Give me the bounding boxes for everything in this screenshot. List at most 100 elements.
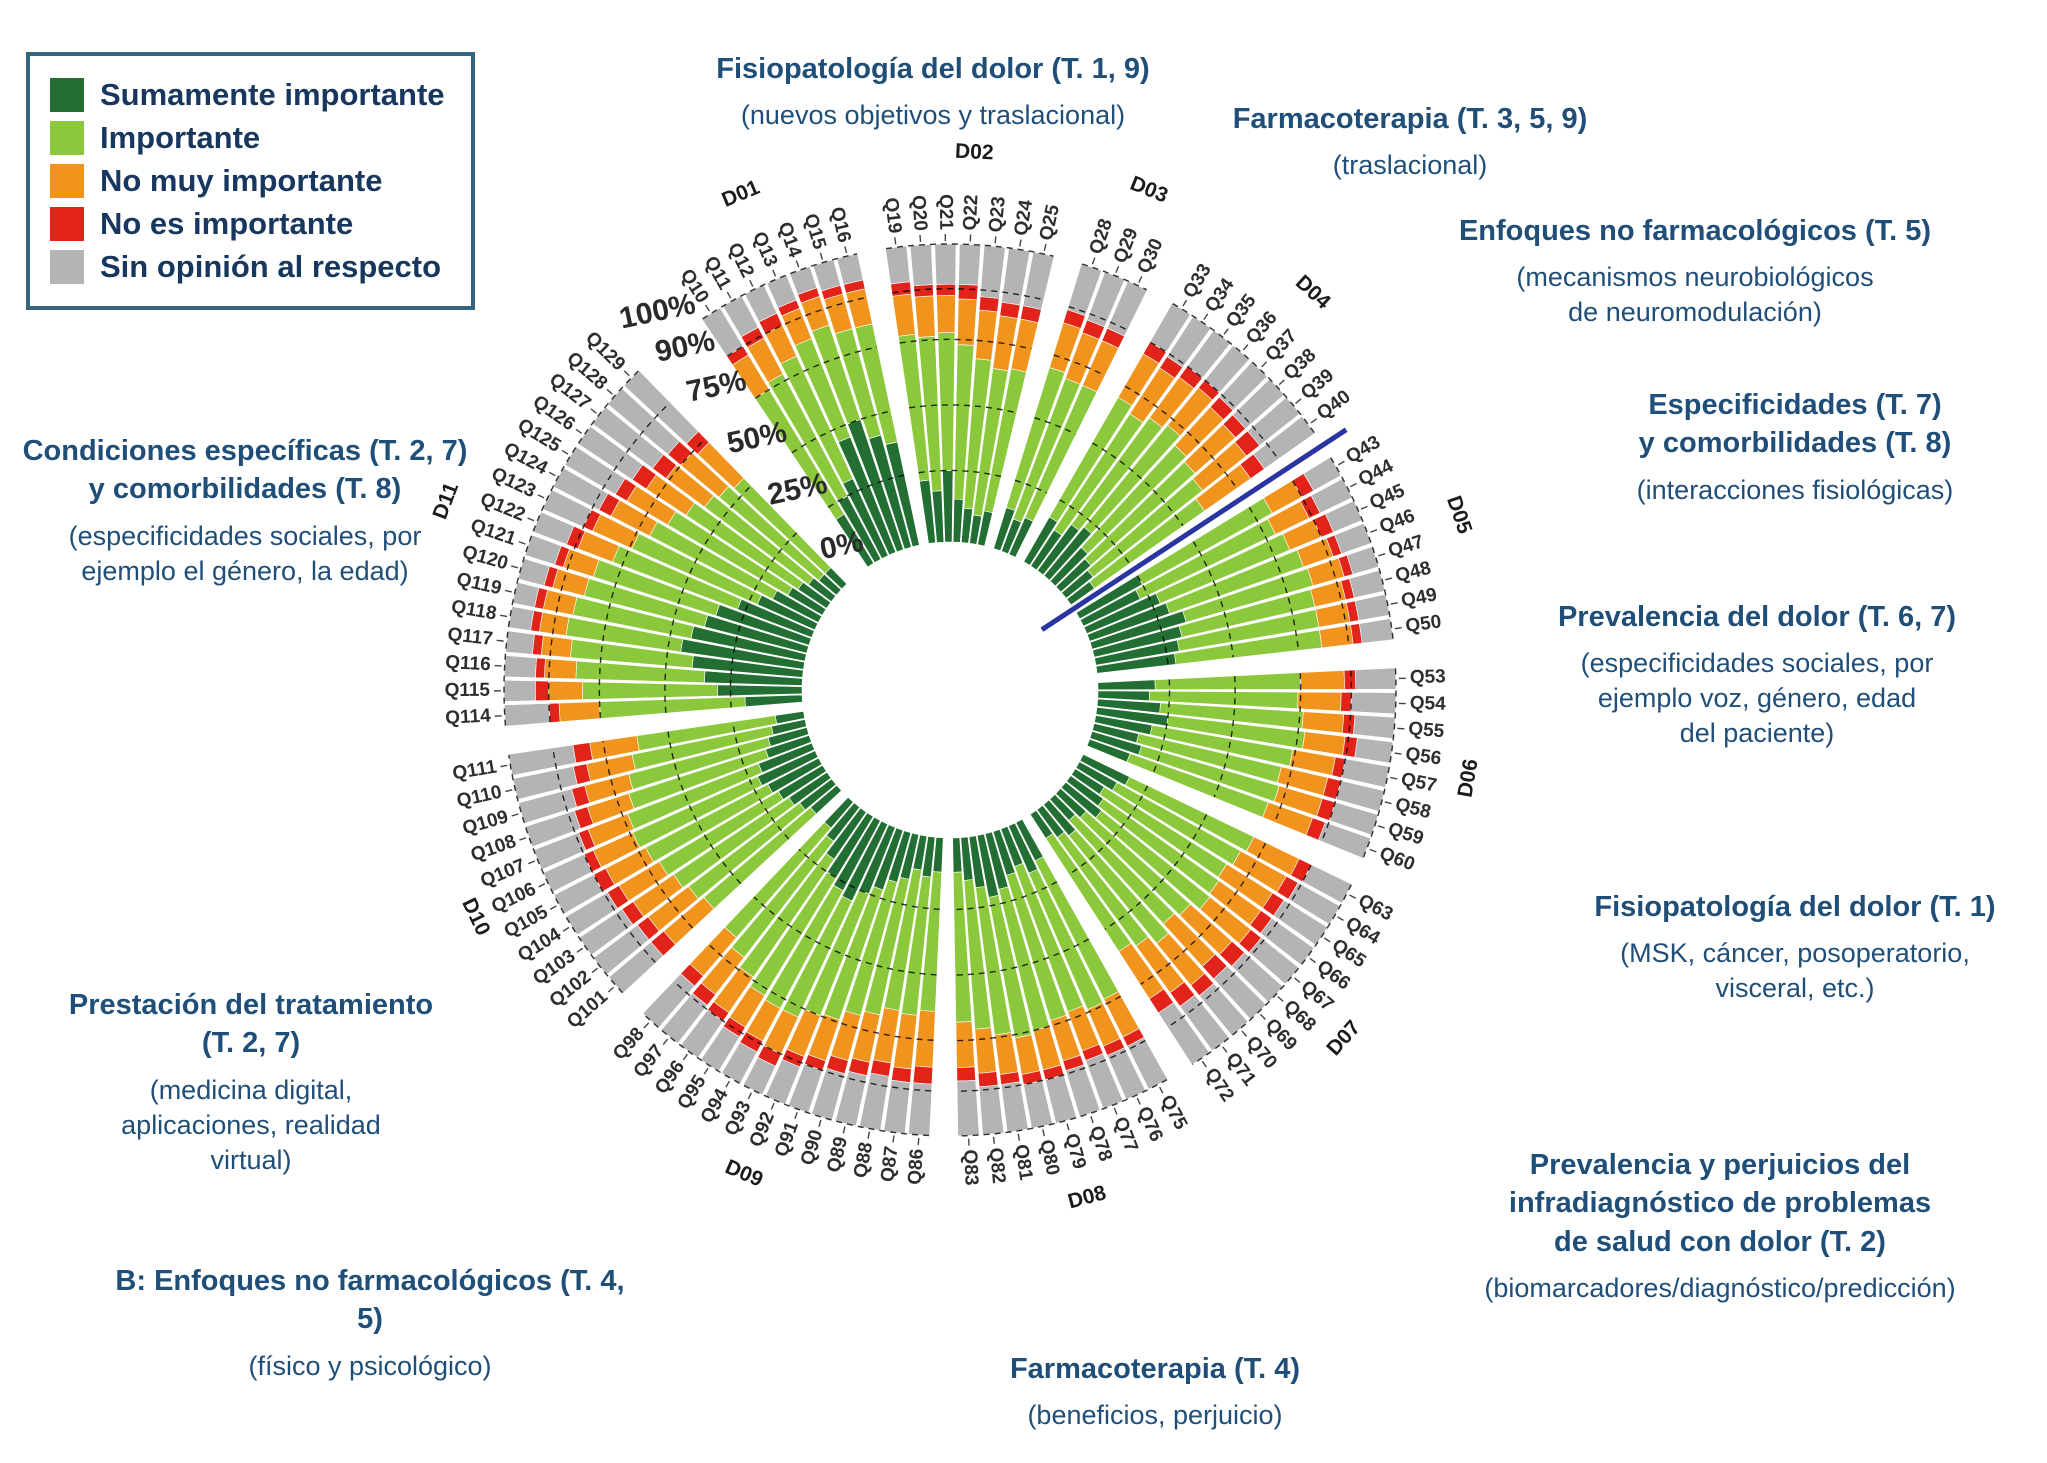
bar-segment <box>1106 1047 1147 1101</box>
question-tick <box>606 388 613 395</box>
bar-segment <box>934 243 957 285</box>
bar-segment <box>608 941 664 994</box>
gridline-arc <box>642 1013 930 1137</box>
gridline-arc <box>1136 575 1169 666</box>
topic-title: Especificidades (T. 7) y comorbilidades … <box>1638 389 1952 460</box>
bar-segment <box>1066 263 1103 317</box>
legend-swatch-light-green <box>50 121 84 155</box>
topic-subtitle: (mecanismos neurobiológicos de neuromodu… <box>1516 262 1874 328</box>
topic-title: Enfoques no farmacológicos (T. 5) <box>1458 215 1932 247</box>
question-tick <box>1261 361 1268 368</box>
bar-segment <box>1179 994 1230 1052</box>
topic-subtitle: (especificidades sociales, por ejemplo e… <box>68 520 422 586</box>
question-tick <box>504 589 512 593</box>
axis-tick-label: 100% <box>616 287 698 335</box>
bar-segment <box>599 696 746 719</box>
bar-segment <box>811 1067 846 1121</box>
question-tick <box>1113 1107 1118 1115</box>
gridline-arc <box>702 253 858 320</box>
legend-item-importante: Importante <box>50 120 445 156</box>
question-label: Q82 <box>985 1147 1009 1185</box>
gridline-arc <box>892 288 1044 301</box>
bar-segment <box>1166 315 1212 368</box>
question-tick <box>1310 418 1318 424</box>
question-tick <box>747 1092 753 1100</box>
question-tick <box>992 1136 995 1144</box>
question-label: Q116 <box>445 652 491 675</box>
question-tick <box>527 517 535 522</box>
question-label: Q57 <box>1399 769 1438 797</box>
legend-label: No es importante <box>100 206 354 241</box>
bar-segment <box>956 1080 980 1137</box>
gridline-arc <box>1248 506 1300 651</box>
question-tick <box>1115 266 1120 274</box>
bar-segment <box>540 635 573 658</box>
question-tick <box>575 428 583 434</box>
question-tick <box>519 837 527 841</box>
bar-segment <box>1303 456 1342 492</box>
question-tick <box>818 1119 822 1127</box>
bar-segment <box>1097 690 1150 702</box>
gridline-arc <box>673 980 932 1092</box>
bar-segment <box>936 295 956 334</box>
bar-segment <box>955 1021 976 1068</box>
question-tick <box>1295 398 1302 404</box>
question-tick <box>1397 727 1405 730</box>
question-tick <box>726 291 732 299</box>
gridline-arc <box>1152 679 1171 773</box>
question-tick <box>819 252 824 260</box>
question-tick <box>1043 244 1047 252</box>
bar-segment <box>958 243 982 286</box>
question-tick <box>1277 996 1284 1002</box>
gridline-arc <box>1291 480 1350 645</box>
gridline-arc <box>726 296 867 357</box>
question-label: Q56 <box>1404 744 1443 770</box>
legend-item-no-es-importante: No es importante <box>50 206 445 242</box>
question-label: Q79 <box>1060 1131 1090 1171</box>
question-tick <box>725 1080 730 1088</box>
question-tick <box>511 565 519 569</box>
bar-segment <box>1248 937 1300 985</box>
legend-label: Sin opinión al respecto <box>100 249 442 284</box>
question-tick <box>528 860 536 865</box>
domain-label-D05: D05 <box>1442 493 1476 537</box>
bar-segment <box>505 630 535 655</box>
question-tick <box>1091 257 1096 265</box>
question-tick <box>1384 801 1392 805</box>
bar-segment <box>1154 672 1301 690</box>
question-tick <box>1066 1123 1070 1131</box>
bar-segment <box>1310 478 1353 514</box>
question-tick <box>549 905 557 910</box>
gridline-arc <box>1104 814 1208 930</box>
question-tick <box>1370 529 1378 533</box>
bar-segment <box>593 924 650 976</box>
bar-segment <box>1288 882 1341 925</box>
bar-segment <box>885 245 911 285</box>
question-tick <box>591 967 599 974</box>
question-tick <box>500 764 508 768</box>
question-tick <box>1360 505 1368 510</box>
question-tick <box>590 408 597 414</box>
bar-segment <box>812 259 841 292</box>
bar-segment <box>913 284 934 298</box>
question-label: Q22 <box>960 194 983 231</box>
gridline-arc <box>899 338 1032 350</box>
bar-segment <box>508 606 535 631</box>
question-tick <box>1369 848 1377 853</box>
domain-label-D03: D03 <box>1127 172 1171 208</box>
gridline-arc <box>1167 864 1312 1028</box>
question-label: Q110 <box>455 782 504 813</box>
topic-title: Fisiopatología del dolor (T. 1, 9) <box>716 53 1150 85</box>
question-tick <box>1241 1030 1248 1037</box>
bar-segment <box>974 1027 997 1074</box>
bar-segment <box>1158 1002 1210 1066</box>
domain-label-D01: D01 <box>718 176 763 212</box>
bar-segment <box>977 1071 999 1088</box>
question-label: Q89 <box>823 1135 852 1175</box>
bar-segment <box>1346 546 1380 575</box>
question-tick <box>842 1126 846 1134</box>
